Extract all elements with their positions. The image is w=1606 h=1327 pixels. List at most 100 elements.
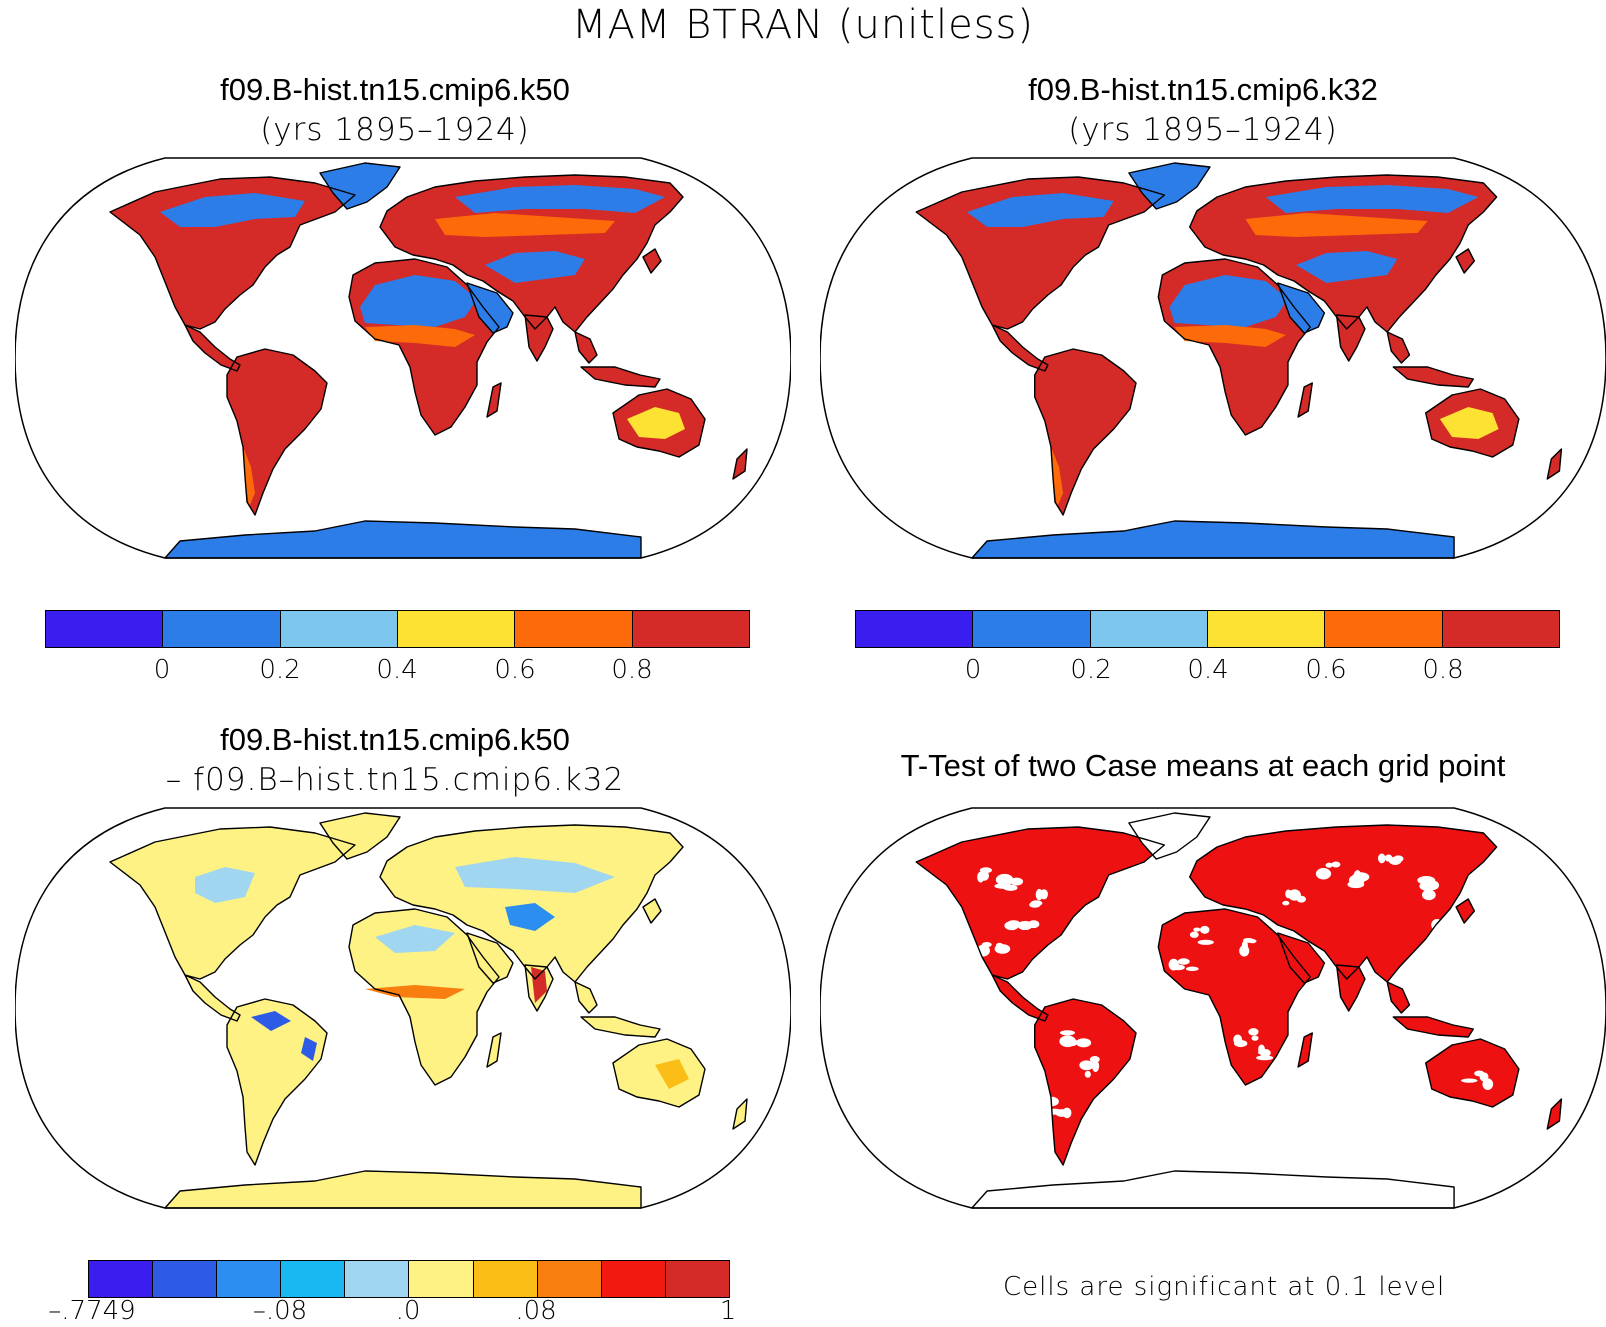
- nonsignificant-cell: [1282, 900, 1290, 906]
- coastline-arabia: [1277, 282, 1326, 334]
- map-frame: [15, 807, 791, 1209]
- colorbar-tick-label: 0.6: [494, 655, 536, 685]
- land-india: [525, 315, 553, 361]
- coastline-madagascar: [486, 1032, 502, 1068]
- panel1-colorbar: [45, 610, 750, 648]
- panel2-title: f09.B-hist.tn15.cmip6.k32: [1028, 72, 1378, 107]
- nonsignificant-cell: [1171, 964, 1185, 971]
- field-patch: [455, 185, 665, 213]
- land-southeast-asia: [1387, 982, 1410, 1013]
- field-patch: [365, 325, 475, 347]
- coastline-south-america: [226, 348, 328, 516]
- coastline-japan: [642, 898, 662, 924]
- coastline-new-zealand: [732, 448, 748, 480]
- nonsignificant-cell: [1455, 923, 1463, 931]
- land-greenland: [320, 163, 400, 209]
- nonsignificant-cell: [1200, 925, 1210, 934]
- land-india: [1336, 315, 1365, 361]
- coastline-southeast-asia: [574, 981, 598, 1014]
- coastline-india: [524, 964, 554, 1012]
- colorbar-seg: [217, 1261, 282, 1297]
- land-japan: [643, 899, 661, 923]
- colorbar-seg: [601, 1261, 666, 1297]
- colorbar-seg: [163, 611, 281, 647]
- nonsignificant-cell: [1035, 888, 1043, 901]
- colorbar-tick-label: 0.8: [1422, 655, 1464, 685]
- coastline-eurasia: [379, 824, 684, 983]
- coastline-antarctica: [971, 1170, 1455, 1209]
- coastline-central-america: [991, 324, 1049, 372]
- nonsignificant-cell: [1288, 889, 1301, 901]
- colorbar-seg: [46, 611, 164, 647]
- panel4-map-content: [820, 807, 1606, 1209]
- colorbar-seg: [515, 611, 633, 647]
- nonsignificant-cell: [1084, 1070, 1091, 1078]
- panel3-colorbar: [88, 1260, 730, 1298]
- coastline-eurasia: [379, 174, 684, 333]
- coastline-africa: [1157, 908, 1311, 1086]
- coastline-africa: [348, 258, 500, 436]
- coastline-australia: [1424, 1038, 1520, 1108]
- coastline-africa: [348, 908, 500, 1086]
- nonsignificant-cell: [1234, 1039, 1248, 1048]
- nonsignificant-cell: [1421, 889, 1436, 901]
- coastline-arabia: [466, 282, 514, 334]
- coastline-central-america: [184, 974, 241, 1022]
- coastline-south-america: [1034, 348, 1137, 516]
- coastline-north-america: [915, 826, 1166, 980]
- field-patch: [360, 275, 477, 327]
- nonsignificant-cell: [1076, 1038, 1092, 1048]
- nonsignificant-cell: [1444, 918, 1460, 925]
- panel4-title: T-Test of two Case means at each grid po…: [900, 748, 1506, 783]
- nonsignificant-cell: [1461, 1078, 1478, 1083]
- land-arabia: [467, 283, 513, 333]
- nonsignificant-cell: [1377, 853, 1386, 864]
- land-indonesia: [581, 1017, 660, 1037]
- nonsignificant-cell: [1079, 1060, 1094, 1071]
- coastline-greenland: [1128, 162, 1211, 210]
- land-japan: [1456, 899, 1475, 923]
- coastline-south-america: [226, 998, 328, 1166]
- figure-title: MAM BTRAN (unitless): [571, 2, 1034, 48]
- colorbar-seg: [281, 1261, 346, 1297]
- colorbar-seg: [856, 611, 974, 647]
- field-patch: [1439, 407, 1499, 439]
- colorbar-seg: [973, 611, 1091, 647]
- coastline-new-zealand: [732, 1098, 748, 1130]
- land-indonesia: [581, 367, 660, 387]
- colorbar-tick-label: –.7749: [48, 1296, 136, 1326]
- coastline-southeast-asia: [1386, 981, 1411, 1014]
- panel3-title: f09.B-hist.tn15.cmip6.k50: [220, 722, 570, 757]
- significance-note: Cells are significant at 0.1 level: [1003, 1272, 1446, 1302]
- coastline-japan: [1455, 898, 1476, 924]
- land-central-america: [992, 325, 1048, 371]
- land-greenland: [320, 813, 400, 859]
- land-north-america: [110, 827, 355, 979]
- land-japan: [1456, 249, 1475, 273]
- panel1-map: [15, 157, 791, 559]
- coastline-japan: [1455, 248, 1476, 274]
- coastline-india: [1335, 964, 1366, 1012]
- nonsignificant-cell: [1059, 1035, 1076, 1048]
- map-frame: [15, 157, 791, 559]
- land-indonesia: [1393, 1017, 1474, 1037]
- panel2-colorbar: [855, 610, 1560, 648]
- field-patch: [1174, 325, 1286, 347]
- nonsignificant-cell: [1004, 921, 1019, 931]
- land-arabia: [1277, 283, 1325, 333]
- colorbar-seg: [537, 1261, 602, 1297]
- land-central-america: [185, 975, 240, 1021]
- panel3-subtitle: – f09.B–hist.tn15.cmip6.k32: [165, 762, 625, 798]
- coastline-new-zealand: [1546, 448, 1563, 480]
- coastline-madagascar: [486, 382, 502, 418]
- nonsignificant-cell: [1197, 939, 1214, 945]
- coastline-north-america: [915, 176, 1166, 330]
- nonsignificant-cell: [981, 942, 992, 948]
- coastline-north-america: [109, 176, 356, 330]
- panel1-map-content: [15, 157, 791, 559]
- colorbar-seg: [153, 1261, 218, 1297]
- coastline-southeast-asia: [1386, 331, 1411, 364]
- field-patch: [531, 967, 547, 1003]
- colorbar-tick-label: –.08: [252, 1296, 308, 1326]
- land-india: [1336, 965, 1365, 1011]
